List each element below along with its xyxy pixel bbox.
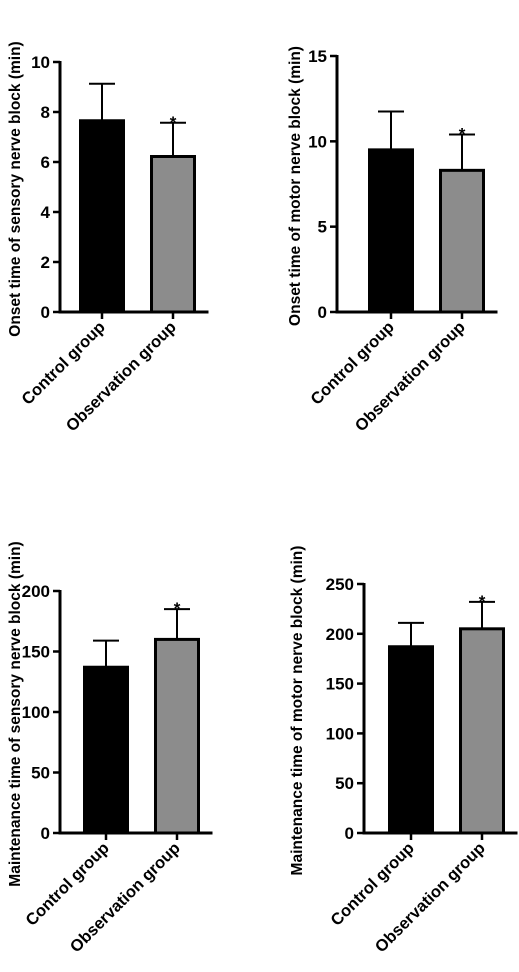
y-tick-label: 6 — [41, 153, 50, 172]
bar-1 — [79, 119, 125, 314]
y-axis-title: Maintenance time of motor nerve block (m… — [289, 546, 306, 876]
y-tick-label: 0 — [345, 824, 354, 843]
significance-mark: * — [174, 599, 181, 618]
y-tick-label: 8 — [41, 103, 50, 122]
y-tick-label: 200 — [22, 582, 50, 601]
y-tick-label: 2 — [41, 253, 50, 272]
significance-mark: * — [459, 125, 466, 144]
bar-1 — [368, 148, 414, 314]
significance-mark: * — [170, 113, 177, 132]
y-tick-label: 0 — [41, 303, 50, 322]
significance-mark: * — [479, 592, 486, 611]
y-tick-label: 150 — [326, 675, 354, 694]
y-tick-label: 100 — [22, 703, 50, 722]
bar-2 — [459, 627, 505, 835]
y-tick-label: 0 — [318, 303, 327, 322]
y-tick-label: 4 — [41, 203, 51, 222]
y-axis-title: Onset time of motor nerve block (min) — [287, 46, 304, 326]
y-tick-label: 50 — [31, 764, 50, 783]
bar-2 — [150, 155, 196, 314]
bar-1 — [388, 645, 434, 835]
y-axis-title: Maintenance time of sensory nerve block … — [7, 541, 24, 886]
bar-2 — [154, 637, 200, 835]
bar-1 — [83, 665, 129, 835]
y-tick-label: 10 — [308, 132, 327, 151]
y-tick-label: 15 — [308, 47, 327, 66]
y-tick-label: 10 — [31, 53, 50, 72]
y-tick-label: 150 — [22, 643, 50, 662]
bar-2 — [439, 168, 485, 314]
y-tick-label: 250 — [326, 575, 354, 594]
y-tick-label: 50 — [335, 774, 354, 793]
y-axis-title: Onset time of sensory nerve block (min) — [7, 41, 24, 336]
y-tick-label: 200 — [326, 625, 354, 644]
y-tick-label: 0 — [41, 824, 50, 843]
y-tick-label: 100 — [326, 724, 354, 743]
y-tick-label: 5 — [318, 218, 327, 237]
